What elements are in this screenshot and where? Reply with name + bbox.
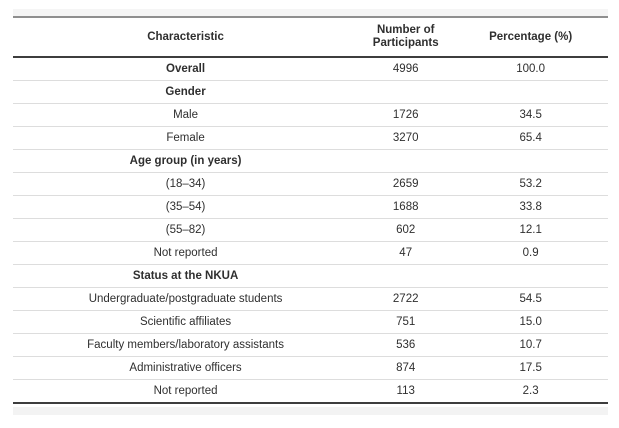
- cell-percentage: 53.2: [453, 172, 608, 196]
- table-row: Administrative officers 874 17.5: [13, 356, 608, 380]
- table-row: Male 1726 34.5: [13, 103, 608, 127]
- cell-percentage: [453, 264, 608, 288]
- table-row: Female 3270 65.4: [13, 126, 608, 150]
- cell-percentage: 0.9: [453, 241, 608, 265]
- cell-characteristic: Female: [13, 126, 359, 150]
- cell-characteristic: (55–82): [13, 218, 359, 242]
- cell-count: 602: [358, 218, 454, 242]
- cell-characteristic: Gender: [13, 80, 359, 104]
- table-header-row: Characteristic Number of Participants Pe…: [13, 18, 608, 58]
- cell-characteristic: (18–34): [13, 172, 359, 196]
- cell-count: 47: [358, 241, 454, 265]
- cell-percentage: 17.5: [453, 356, 608, 380]
- cell-percentage: 54.5: [453, 287, 608, 311]
- cell-percentage: 15.0: [453, 310, 608, 334]
- cell-percentage: 10.7: [453, 333, 608, 357]
- table-top-rule: [13, 9, 608, 18]
- cell-count: 536: [358, 333, 454, 357]
- table-row: Not reported 113 2.3: [13, 380, 608, 404]
- table-row: Faculty members/laboratory assistants 53…: [13, 333, 608, 357]
- table-row: Not reported 47 0.9: [13, 241, 608, 265]
- cell-count: 3270: [358, 126, 454, 150]
- cell-count: 751: [358, 310, 454, 334]
- cell-characteristic: Male: [13, 103, 359, 127]
- table-row: Gender: [13, 80, 608, 104]
- cell-count: 1726: [358, 103, 454, 127]
- cell-characteristic: Overall: [13, 57, 359, 81]
- cell-characteristic: Age group (in years): [13, 149, 359, 173]
- column-header-percentage: Percentage (%): [453, 18, 608, 58]
- participants-table: Characteristic Number of Participants Pe…: [13, 18, 608, 404]
- cell-percentage: [453, 80, 608, 104]
- table-row: (55–82) 602 12.1: [13, 218, 608, 242]
- cell-percentage: 33.8: [453, 195, 608, 219]
- cell-characteristic: Not reported: [13, 241, 359, 265]
- cell-count: [358, 264, 454, 288]
- cell-characteristic: Scientific affiliates: [13, 310, 359, 334]
- cell-count: 113: [396, 384, 415, 397]
- table-row: (18–34) 2659 53.2: [13, 172, 608, 196]
- cell-percentage: 12.1: [453, 218, 608, 242]
- table-row: Scientific affiliates 751 15.0: [13, 310, 608, 334]
- cell-characteristic: Not reported: [153, 384, 218, 397]
- table-row: Age group (in years): [13, 149, 608, 173]
- cell-count: [358, 149, 454, 173]
- cell-count: [358, 80, 454, 104]
- table-row: Overall 4996 100.0: [13, 57, 608, 81]
- cell-characteristic: Status at the NKUA: [13, 264, 359, 288]
- cell-percentage: [453, 149, 608, 173]
- cell-count: 2659: [358, 172, 454, 196]
- table-row: Undergraduate/postgraduate students 2722…: [13, 287, 608, 311]
- cell-percentage: 100.0: [453, 57, 608, 81]
- cell-percentage: 65.4: [453, 126, 608, 150]
- cell-characteristic: Administrative officers: [13, 356, 359, 380]
- cell-percentage: 2.3: [522, 384, 539, 397]
- column-header-characteristic: Characteristic: [13, 18, 359, 58]
- cell-count: 874: [358, 356, 454, 380]
- cell-count: 1688: [358, 195, 454, 219]
- cell-percentage: 34.5: [453, 103, 608, 127]
- table-row: Status at the NKUA: [13, 264, 608, 288]
- page: Characteristic Number of Participants Pe…: [13, 9, 608, 415]
- cell-count: 2722: [358, 287, 454, 311]
- table-row: (35–54) 1688 33.8: [13, 195, 608, 219]
- cell-characteristic: Faculty members/laboratory assistants: [13, 333, 359, 357]
- cell-count: 4996: [358, 57, 454, 81]
- cell-characteristic: (35–54): [13, 195, 359, 219]
- column-header-number-of-participants: Number of Participants: [358, 18, 454, 58]
- table-bottom-strip: [13, 407, 608, 415]
- cell-characteristic: Undergraduate/postgraduate students: [13, 287, 359, 311]
